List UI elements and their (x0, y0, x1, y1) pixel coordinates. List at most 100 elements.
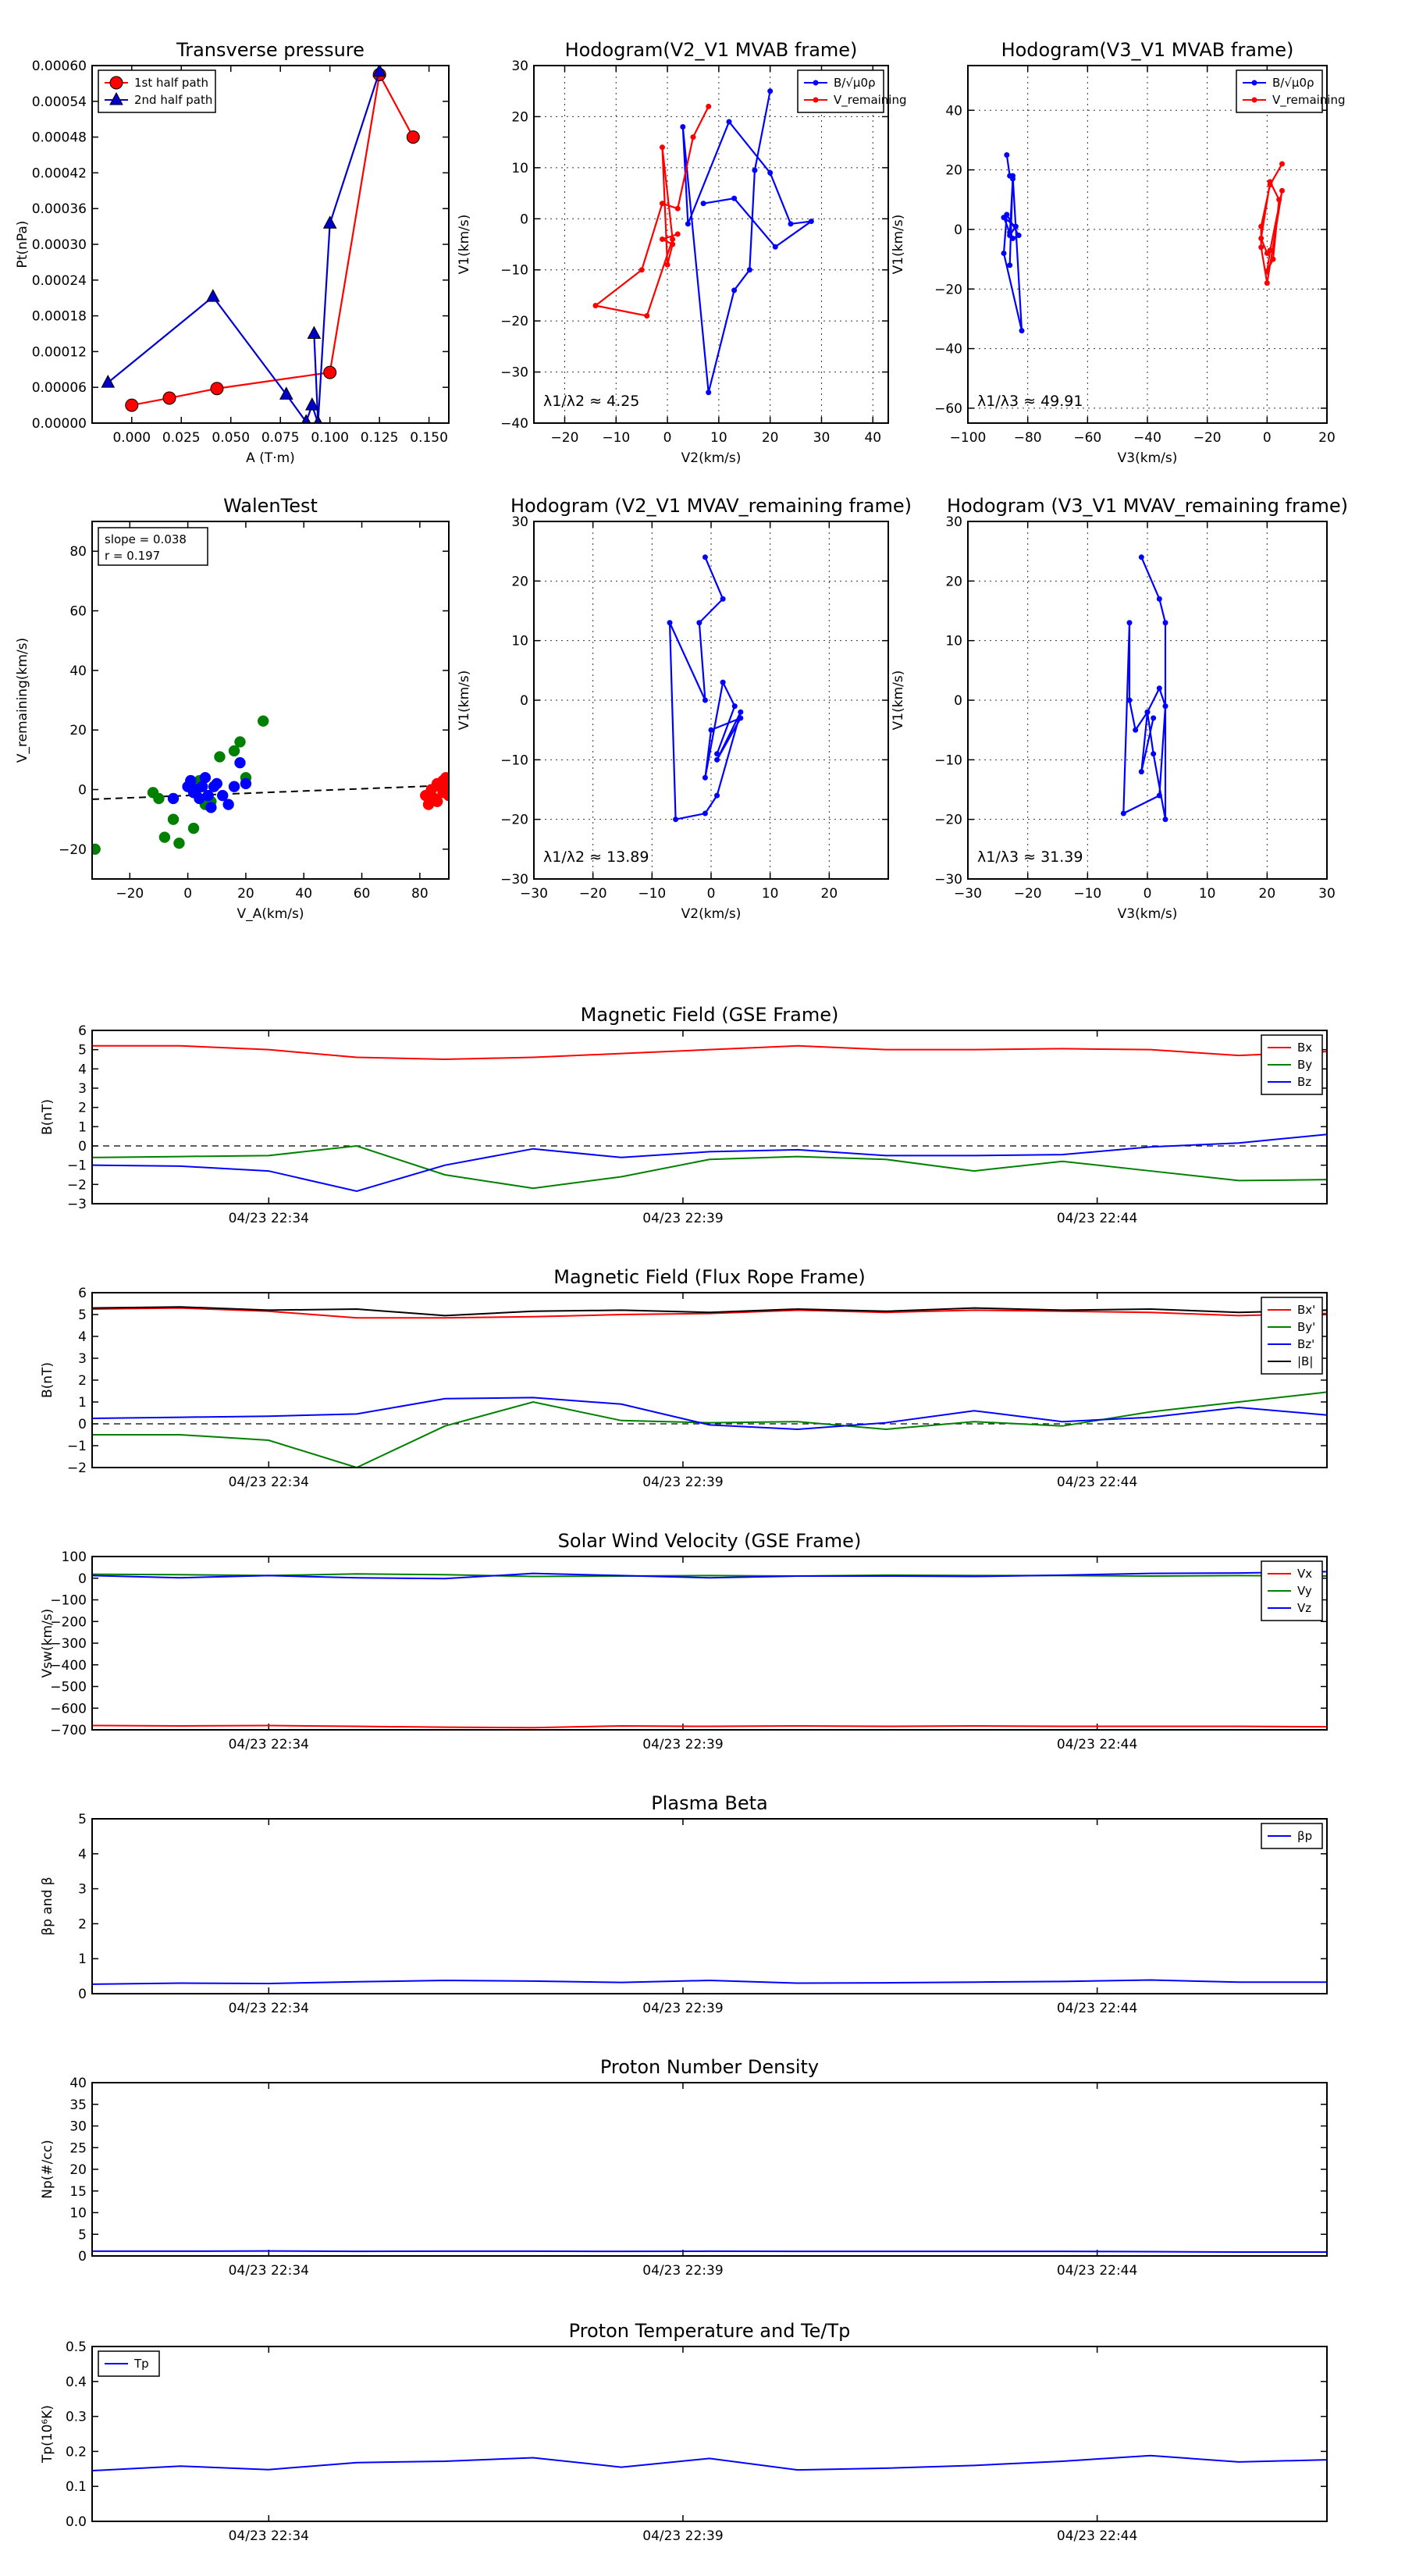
y-tick-label: 0.1 (66, 2479, 87, 2495)
legend-marker (109, 76, 123, 90)
data-point (372, 66, 386, 77)
chart-title: WalenTest (223, 495, 318, 517)
y-axis-label: Tp(10⁶K) (40, 2405, 55, 2464)
y-tick-label: 3 (78, 1081, 87, 1097)
x-axis-label: V3(km/s) (1118, 906, 1178, 922)
legend-label: Bx (1297, 1041, 1312, 1055)
legend-label: Bz' (1297, 1337, 1314, 1351)
legend: Vx Vy Vz (1261, 1560, 1323, 1621)
y-tick-label: 15 (69, 2184, 87, 2200)
y-tick-label: 10 (511, 634, 528, 649)
y-tick-label: 4 (78, 1062, 87, 1077)
x-tick-label: 20 (237, 886, 254, 902)
y-tick-label: −10 (500, 263, 528, 279)
y-axis-label: V_remaining(km/s) (15, 638, 30, 763)
chart-tp2: Proton Temperature and Te/Tp 0.0 0.1 0.2 0.3… (40, 2320, 1328, 2544)
stats-box-frame (98, 527, 208, 566)
data-point (720, 596, 726, 602)
x-tick-label: −10 (638, 886, 666, 902)
data-point (314, 415, 322, 423)
x-tick-label: 0.025 (162, 430, 201, 446)
x-tick-label: 04/23 22:39 (642, 2263, 723, 2279)
data-point (1012, 223, 1019, 229)
eigen-ratio: λ1/λ3 ≈ 49.91 (977, 393, 1083, 410)
y-tick-label: −30 (500, 365, 528, 381)
x-tick-label: 60 (354, 886, 371, 902)
chart-walen: WalenTest −20 0 20 40 60 80 −20 0 20 40 60 80 V_A(km/… (15, 495, 450, 922)
data-point (714, 792, 720, 799)
legend: βp (1261, 1823, 1323, 1849)
y-tick-label: 2 (78, 1101, 87, 1116)
x-tick-label: 04/23 22:39 (642, 1737, 723, 1752)
series-line-path (1122, 557, 1167, 820)
data-point (720, 679, 726, 685)
data-point (674, 205, 681, 212)
x-tick-label: 0.075 (261, 430, 300, 446)
legend-label: B/√μ0ρ (1272, 76, 1314, 90)
x-tick-label: 20 (1318, 430, 1336, 446)
series-line-path (668, 557, 743, 821)
legend-label: |B| (1297, 1354, 1313, 1368)
data-point (714, 751, 720, 757)
data-point (1004, 152, 1010, 158)
scatter-point-blue (167, 792, 180, 805)
y-tick-label: −20 (500, 813, 528, 828)
plot-area (92, 1306, 1327, 1468)
legend-label: βp (1297, 1829, 1312, 1843)
x-tick-label: −10 (602, 430, 630, 446)
data-point (702, 810, 708, 817)
legend-label: 2nd half path (134, 93, 212, 107)
scatter-point-green (158, 831, 171, 843)
legend-label: Vy (1297, 1584, 1312, 1598)
scatter-point-blue (240, 777, 252, 790)
data-point (714, 756, 720, 763)
x-tick-label: −30 (520, 886, 548, 902)
y-tick-label: 100 (62, 1550, 87, 1565)
x-axis-label: V2(km/s) (681, 450, 742, 466)
legend-marker (813, 97, 819, 103)
x-tick-label: −20 (116, 886, 144, 902)
data-point (706, 390, 712, 396)
x-tick-label: 20 (821, 886, 838, 902)
y-tick-label: −300 (50, 1636, 87, 1652)
y-tick-label: 5 (78, 1812, 87, 1827)
y-tick-label: 5 (78, 2227, 87, 2243)
chart-title: Magnetic Field (GSE Frame) (581, 1004, 839, 1026)
data-point (1156, 792, 1162, 799)
data-point (125, 398, 139, 412)
y-tick-label: 30 (945, 514, 962, 530)
data-point (808, 219, 814, 225)
data-point (708, 727, 714, 733)
data-point (206, 289, 220, 302)
y-tick-label: 1 (78, 1952, 87, 1967)
data-point (702, 774, 708, 781)
scatter-point-green (187, 822, 200, 834)
x-tick-label: 40 (864, 430, 881, 446)
y-tick-label: −200 (50, 1614, 87, 1630)
series-line-Vy (92, 1573, 1327, 1578)
y-tick-label: 25 (69, 2140, 87, 2156)
data-point (731, 703, 738, 710)
y-axis-label: βp and β (40, 1877, 55, 1935)
series-line-B/√μ0ρ (681, 91, 812, 393)
chart-title: Hodogram (V2_V1 MVAV_remaining frame) (510, 495, 912, 517)
data-point (659, 144, 665, 151)
x-tick-label: 04/23 22:34 (229, 1475, 309, 1490)
data-point (301, 414, 311, 423)
y-tick-label: 0 (954, 222, 962, 238)
y-tick-label: 0.00012 (32, 344, 87, 360)
chart-bfr: Magnetic Field (Flux Rope Frame) −2 −1 0 1 2 3… (40, 1266, 1328, 1490)
scatter-point-blue (222, 799, 234, 810)
data-point (696, 620, 702, 626)
plot-area (1120, 554, 1168, 823)
x-tick-label: 0.150 (410, 430, 448, 446)
chart-title: Hodogram(V3_V1 MVAB frame) (1001, 39, 1294, 61)
y-tick-label: −10 (500, 753, 528, 768)
y-tick-label: 0 (78, 783, 87, 799)
data-point (659, 201, 665, 207)
y-tick-label: 0.4 (66, 2375, 87, 2390)
data-point (702, 697, 708, 703)
data-point (1258, 235, 1264, 241)
x-tick-label: 04/23 22:44 (1057, 1211, 1137, 1226)
y-tick-label: 0.00000 (32, 416, 87, 432)
